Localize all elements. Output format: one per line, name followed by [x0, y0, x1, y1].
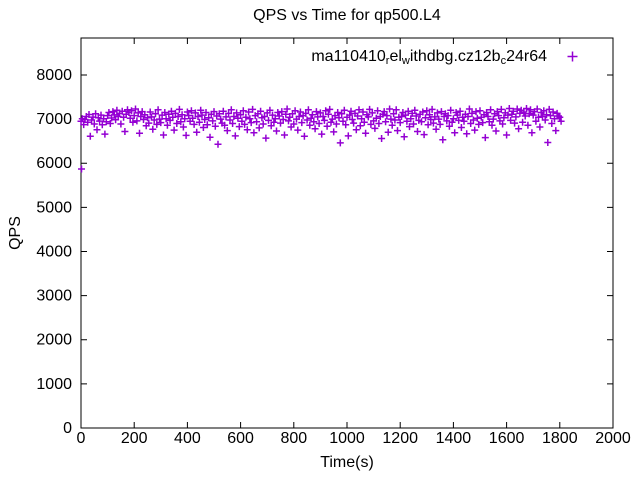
y-tick-label: 7000	[36, 111, 72, 128]
x-tick-label: 200	[121, 430, 148, 447]
legend-label-segment: ithdbg.cz12b	[409, 48, 501, 65]
y-tick-label: 1000	[36, 376, 72, 393]
x-tick-label: 600	[227, 430, 254, 447]
legend-label-segment: 24r64	[506, 48, 547, 65]
data-points-plus	[77, 105, 565, 173]
x-tick-label: 800	[280, 430, 307, 447]
legend-label-segment: ma110410	[311, 48, 386, 65]
y-tick-label: 6000	[36, 155, 72, 172]
x-tick-label: 0	[77, 430, 86, 447]
legend-label-segment: w	[401, 55, 410, 67]
x-tick-label: 1600	[489, 430, 525, 447]
legend-label-segment: c	[500, 55, 507, 67]
y-axis-label: QPS	[7, 216, 24, 250]
legend-plus-glyph	[567, 51, 578, 62]
y-tick-label: 5000	[36, 199, 72, 216]
x-tick-label: 400	[174, 430, 201, 447]
y-tick-label: 3000	[36, 288, 72, 305]
legend-label: ma110410relwithdbg.cz12bc24r64	[311, 47, 547, 67]
x-tick-label: 2000	[595, 430, 631, 447]
x-tick-label: 1000	[329, 430, 365, 447]
y-tick-label: 2000	[36, 332, 72, 349]
x-tick-label: 1200	[382, 430, 418, 447]
plot-border	[80, 37, 614, 429]
x-axis-label: Time(s)	[320, 454, 374, 471]
legend: ma110410relwithdbg.cz12bc24r64	[311, 47, 579, 67]
legend-label-segment: el	[389, 48, 402, 65]
legend-label-segment: r	[385, 55, 390, 67]
x-tick-label: 1800	[542, 430, 578, 447]
y-tick-label: 4000	[36, 243, 72, 260]
y-tick-label: 0	[63, 420, 72, 437]
y-tick-label: 8000	[36, 67, 72, 84]
legend-marker-icon	[567, 51, 578, 62]
x-tick-label: 1400	[436, 430, 472, 447]
chart-title: QPS vs Time for qp500.L4	[253, 7, 441, 24]
